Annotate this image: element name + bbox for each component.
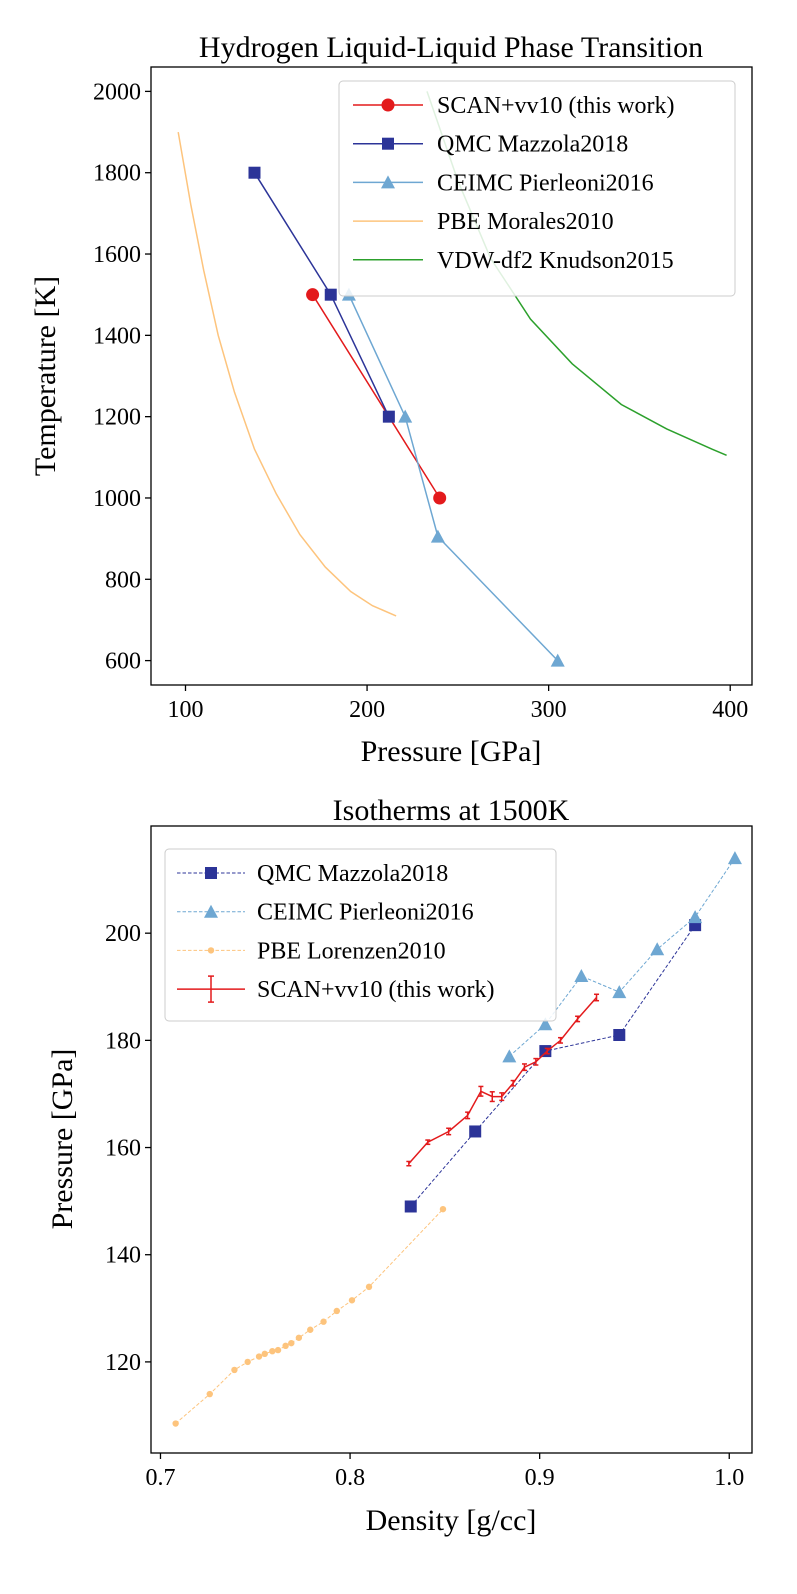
series-ceimc-pierleoni2016 bbox=[502, 851, 742, 1063]
data-point bbox=[172, 1420, 179, 1427]
x-tick-label: 400 bbox=[712, 697, 748, 723]
data-point bbox=[404, 1200, 417, 1213]
data-point bbox=[324, 288, 337, 301]
data-point bbox=[433, 491, 447, 505]
x-axis-label: Density [g/cc] bbox=[366, 1504, 537, 1537]
legend-label: SCAN+vv10 (this work) bbox=[437, 93, 675, 119]
data-point bbox=[398, 409, 413, 423]
legend-label: PBE Lorenzen2010 bbox=[257, 938, 446, 964]
data-point bbox=[307, 1326, 314, 1333]
data-point bbox=[727, 851, 742, 865]
data-point bbox=[295, 1334, 303, 1341]
data-point bbox=[231, 1366, 238, 1374]
data-point bbox=[650, 942, 665, 956]
legend-label: PBE Morales2010 bbox=[437, 209, 614, 235]
series-ceimc-pierleoni2016 bbox=[341, 287, 565, 667]
data-point bbox=[274, 1346, 282, 1354]
series-pbe-lorenzen2010 bbox=[172, 1205, 447, 1427]
legend-label: QMC Mazzola2018 bbox=[437, 132, 628, 158]
data-point bbox=[269, 1347, 276, 1355]
legend-marker bbox=[207, 947, 215, 954]
legend-box bbox=[338, 80, 736, 297]
series-line bbox=[311, 294, 441, 499]
y-axis-label: Temperature [K] bbox=[29, 276, 62, 476]
y-tick-label: 1600 bbox=[93, 242, 141, 268]
x-tick-label: 100 bbox=[167, 697, 203, 723]
y-tick-label: 140 bbox=[105, 1243, 141, 1269]
data-point bbox=[365, 1283, 373, 1291]
y-tick-label: 160 bbox=[105, 1136, 141, 1162]
data-point bbox=[206, 1390, 213, 1398]
data-point bbox=[261, 1350, 268, 1358]
chart-title: Hydrogen Liquid-Liquid Phase Transition bbox=[199, 31, 703, 64]
legend-label: CEIMC Pierleoni2016 bbox=[257, 900, 474, 926]
legend: SCAN+vv10 (this work) QMC Mazzola2018 CEIM… bbox=[338, 80, 736, 297]
data-point bbox=[538, 1017, 553, 1031]
y-axis-label: Pressure [GPa] bbox=[46, 1049, 79, 1230]
data-point bbox=[248, 166, 261, 179]
legend-marker bbox=[205, 867, 217, 879]
x-tick-label: 1.0 bbox=[714, 1465, 744, 1491]
data-point bbox=[348, 1297, 356, 1304]
series-scan-vv10-this-work bbox=[306, 288, 447, 505]
y-tick-label: 180 bbox=[105, 1028, 141, 1054]
legend-marker bbox=[381, 98, 395, 112]
data-point bbox=[306, 288, 320, 302]
data-point bbox=[550, 653, 565, 667]
data-point bbox=[469, 1125, 482, 1138]
series-pbe-morales2010 bbox=[177, 131, 397, 617]
series-qmc-mazzola2018 bbox=[248, 166, 395, 423]
y-tick-label: 600 bbox=[105, 649, 141, 675]
series-line bbox=[177, 131, 397, 617]
legend-label: QMC Mazzola2018 bbox=[257, 861, 448, 887]
data-point bbox=[612, 985, 627, 999]
data-point bbox=[282, 1342, 289, 1350]
chart-title: Isotherms at 1500K bbox=[333, 794, 570, 827]
legend-label: SCAN+vv10 (this work) bbox=[257, 977, 495, 1003]
data-point bbox=[255, 1353, 263, 1360]
y-tick-label: 1200 bbox=[93, 405, 141, 431]
legend-marker bbox=[381, 175, 395, 189]
series-line bbox=[175, 1208, 444, 1424]
data-point bbox=[539, 1045, 552, 1058]
legend-label: CEIMC Pierleoni2016 bbox=[437, 170, 654, 196]
x-axis-label: Pressure [GPa] bbox=[361, 735, 542, 768]
data-point bbox=[688, 910, 703, 924]
x-tick-label: 200 bbox=[349, 697, 385, 723]
data-point bbox=[502, 1049, 517, 1063]
data-point bbox=[574, 969, 589, 983]
legend-marker bbox=[382, 137, 394, 150]
data-point bbox=[244, 1358, 251, 1366]
y-tick-label: 120 bbox=[105, 1350, 141, 1376]
legend-marker bbox=[204, 904, 218, 918]
data-point bbox=[333, 1307, 340, 1315]
series-line bbox=[408, 997, 598, 1165]
y-tick-label: 1400 bbox=[93, 323, 141, 349]
y-tick-label: 1000 bbox=[93, 486, 141, 512]
series-line bbox=[348, 294, 559, 662]
data-point bbox=[430, 529, 445, 543]
legend-label: VDW-df2 Knudson2015 bbox=[437, 248, 674, 274]
plot-frame bbox=[150, 66, 753, 686]
y-tick-label: 1800 bbox=[93, 161, 141, 187]
series-scan-vv10-this-work bbox=[406, 993, 600, 1167]
legend: QMC Mazzola2018 CEIMC Pierleoni2016 PBE Lo… bbox=[164, 848, 557, 1022]
y-tick-label: 800 bbox=[105, 567, 141, 593]
x-tick-label: 0.8 bbox=[335, 1465, 365, 1491]
phase-transition-chart: Hydrogen Liquid-Liquid Phase Transition P… bbox=[29, 31, 753, 768]
isotherms-chart: Isotherms at 1500K Density [g/cc] Pressure… bbox=[46, 794, 753, 1537]
data-point bbox=[288, 1339, 295, 1347]
legend-box bbox=[164, 848, 557, 1022]
x-tick-label: 300 bbox=[531, 697, 567, 723]
data-point bbox=[613, 1029, 626, 1041]
y-tick-label: 2000 bbox=[93, 79, 141, 105]
x-tick-label: 0.9 bbox=[525, 1465, 555, 1491]
data-point bbox=[382, 410, 395, 423]
data-point bbox=[320, 1318, 327, 1325]
y-tick-label: 200 bbox=[105, 921, 141, 947]
data-point bbox=[439, 1205, 447, 1213]
plot-frame bbox=[150, 825, 753, 1454]
x-tick-label: 0.7 bbox=[145, 1465, 175, 1491]
